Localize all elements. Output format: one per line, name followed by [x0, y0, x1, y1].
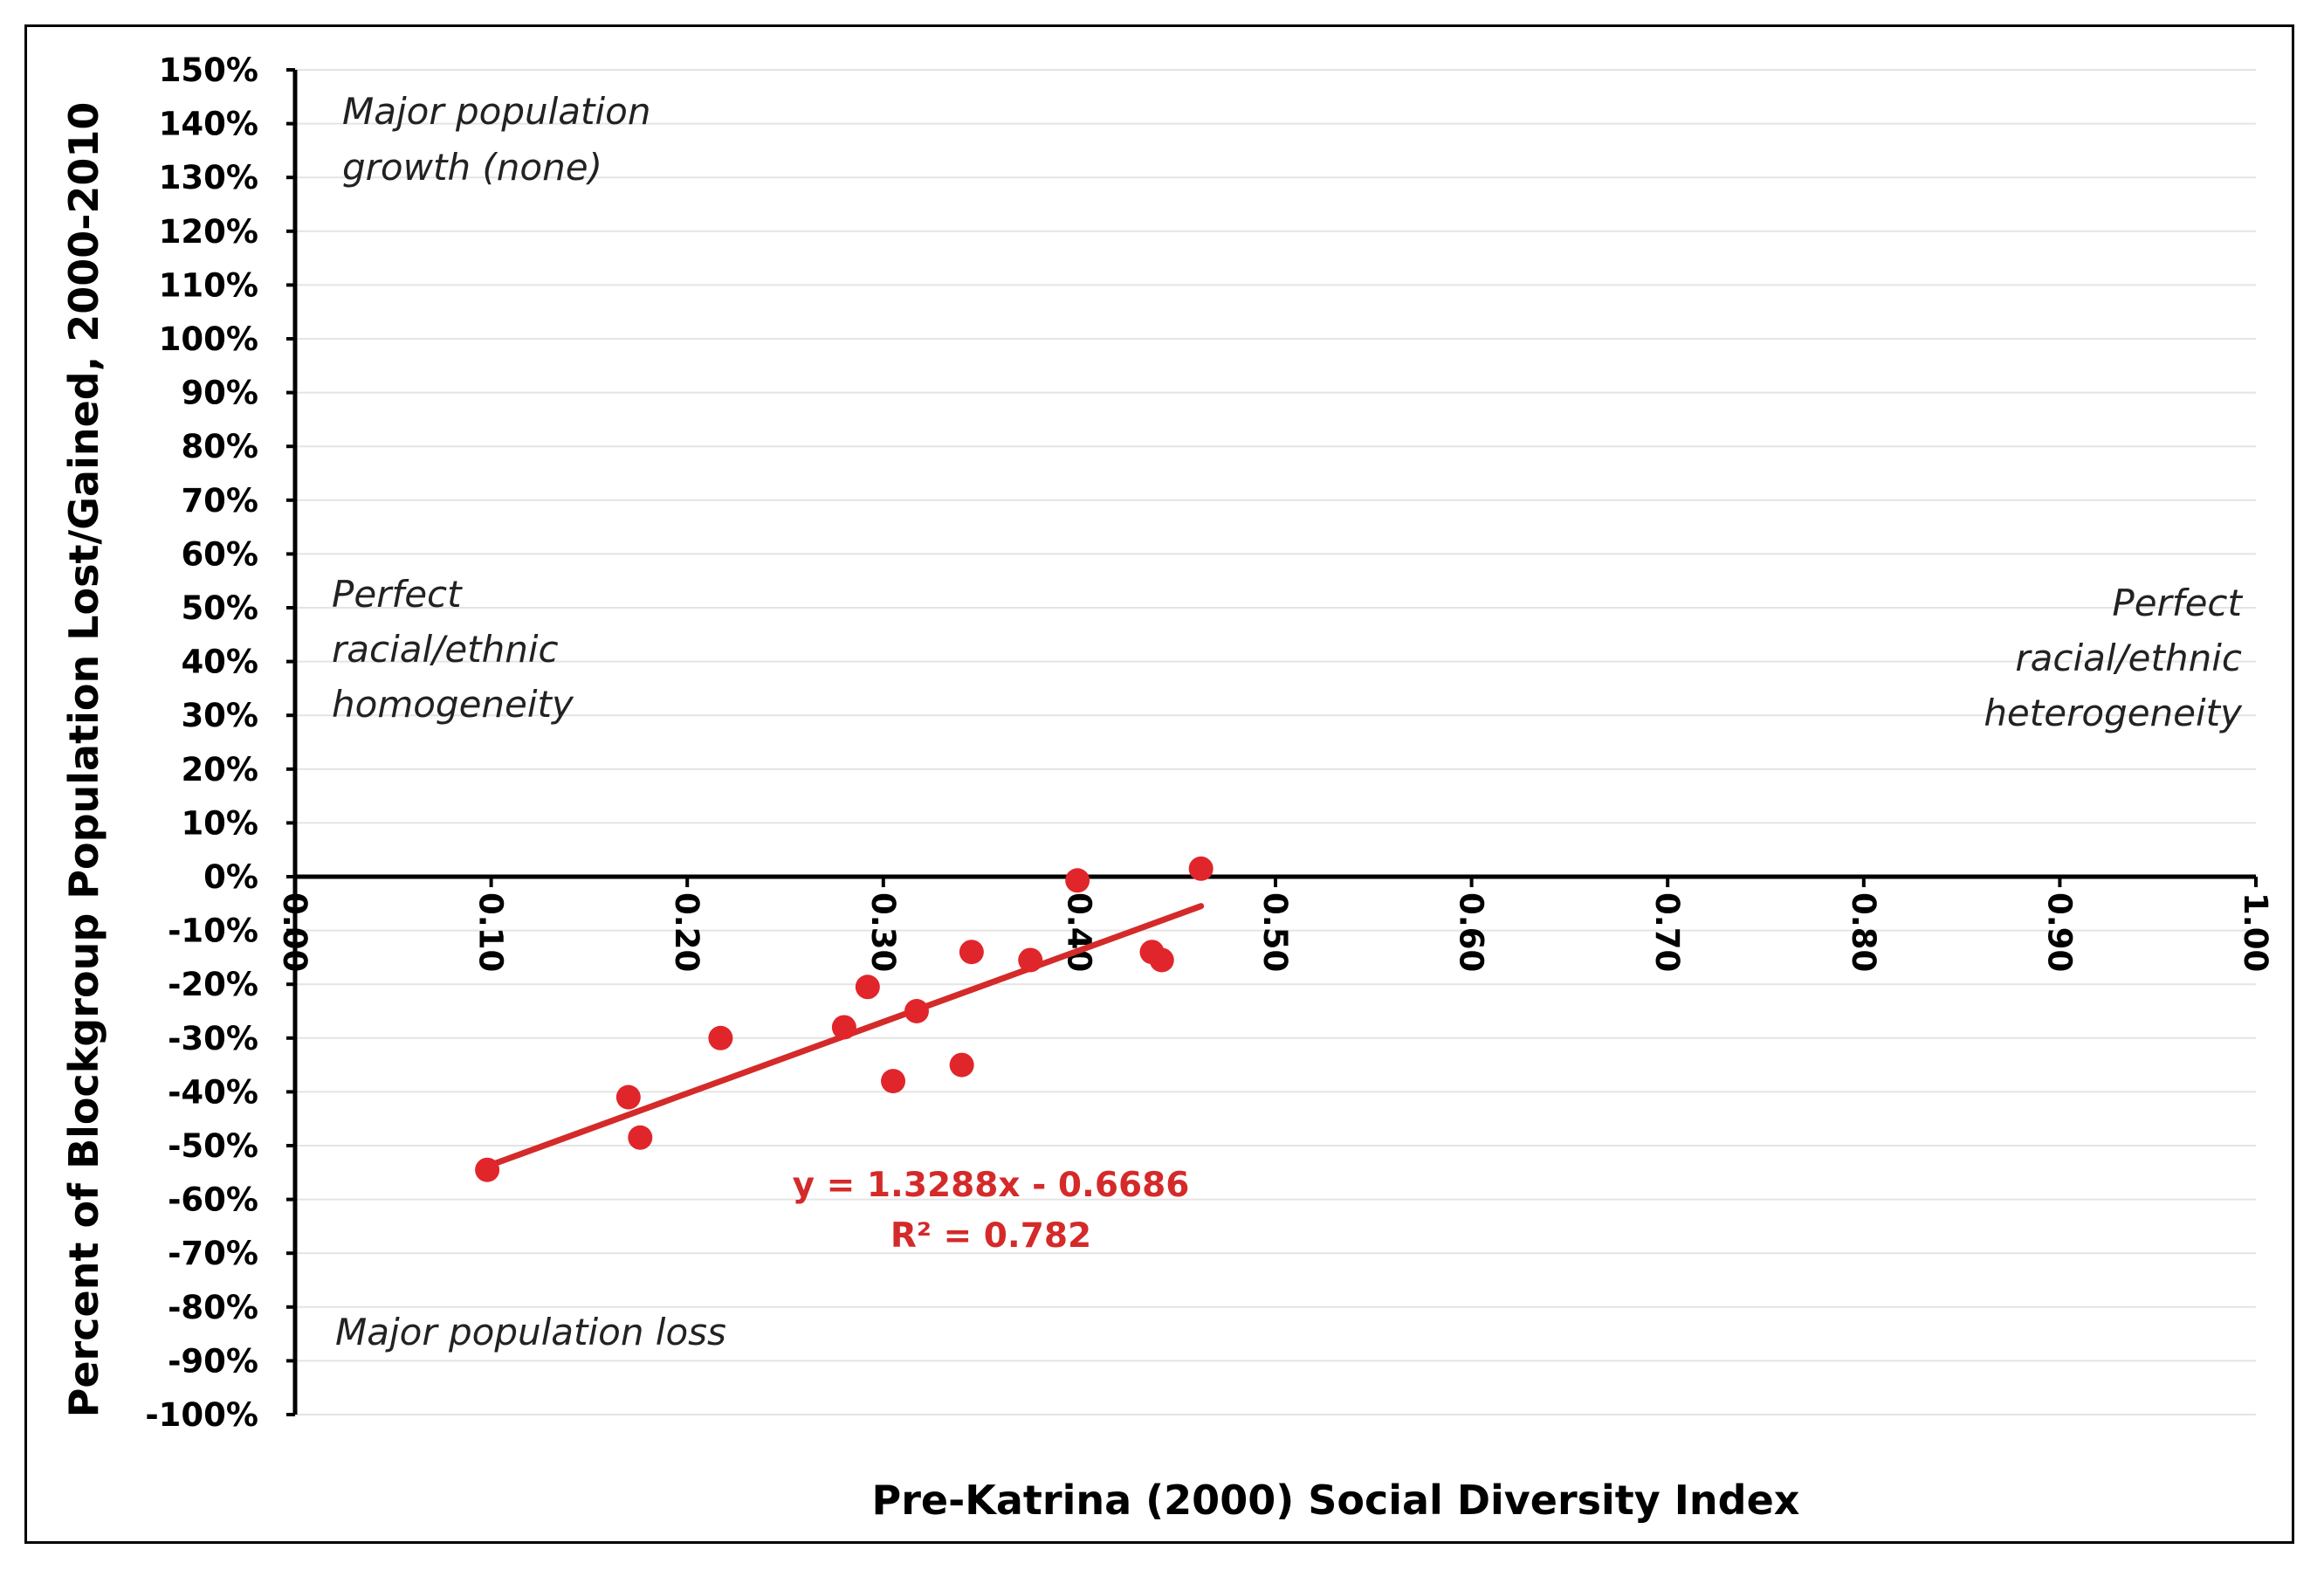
y-tick-label: -50%: [168, 1127, 258, 1165]
x-tick-label: 0.00: [276, 892, 313, 972]
y-tick-label: 60%: [181, 535, 258, 573]
y-tick-label: 130%: [159, 159, 258, 196]
annotation-homogeneity-line1: Perfect: [332, 573, 463, 616]
y-tick-label: 110%: [159, 266, 258, 304]
data-point: [1065, 868, 1090, 893]
gridlines: [295, 69, 2256, 1415]
y-tick-label: 90%: [181, 375, 258, 412]
y-tick-label: 100%: [159, 320, 258, 358]
data-point: [475, 1157, 500, 1182]
y-tick-label: -60%: [168, 1181, 258, 1219]
x-tick-label: 0.30: [864, 892, 902, 972]
annotation-homogeneity-line2: racial/ethnic: [332, 628, 559, 671]
y-tick-label: 80%: [181, 428, 258, 465]
y-tick-label: -100%: [145, 1396, 258, 1434]
y-tick-label: -40%: [168, 1073, 258, 1111]
x-tick-label: 0.60: [1453, 892, 1490, 972]
y-tick-label: 30%: [181, 697, 258, 734]
y-axis-title: Percent of Blockgroup Population Lost/Ga…: [60, 102, 107, 1418]
trendline-r-squared: R² = 0.782: [890, 1216, 1091, 1256]
y-tick-label: -80%: [168, 1289, 258, 1326]
y-tick-label: 140%: [159, 106, 258, 143]
data-point: [949, 1052, 974, 1078]
trendline-equation: y = 1.3288x - 0.6686: [793, 1166, 1190, 1205]
y-tick-label: 10%: [181, 804, 258, 842]
annotation-heterogeneity-line2: racial/ethnic: [2015, 637, 2242, 679]
annotation-growth-line2: growth (none): [342, 146, 602, 189]
data-point: [855, 974, 880, 1000]
y-tick-label: -20%: [168, 966, 258, 1003]
data-point: [628, 1125, 653, 1150]
x-tick-label: 1.00: [2237, 892, 2274, 972]
axes: [292, 70, 2256, 1415]
x-tick-label: 0.80: [1845, 892, 1882, 972]
y-tick-label: -10%: [168, 912, 258, 950]
figure-frame: [24, 24, 2294, 1544]
x-axis-title: Pre-Katrina (2000) Social Diversity Inde…: [872, 1477, 1800, 1524]
data-point: [615, 1085, 641, 1110]
data-point: [1149, 947, 1174, 973]
x-tick-label: 0.10: [472, 892, 510, 972]
y-tick-label: -70%: [168, 1235, 258, 1272]
y-tick-label: 70%: [181, 482, 258, 520]
data-point: [708, 1025, 733, 1050]
annotation-growth-line1: Major population: [342, 90, 650, 133]
x-tick-label: 0.20: [668, 892, 705, 972]
annotation-heterogeneity-line1: Perfect: [2112, 582, 2243, 624]
x-tick-label: 0.90: [2040, 892, 2078, 972]
x-tick-label: 0.70: [1648, 892, 1686, 972]
x-tick-label: 0.40: [1060, 892, 1097, 972]
annotation-homogeneity-line3: homogeneity: [332, 683, 574, 726]
data-point: [1188, 856, 1214, 881]
x-axis-ticks: 0.00 0.10 0.20 0.30 0.40 0.50 0.60 0.70 0.80 0.90…: [276, 877, 2274, 972]
y-tick-label: 0%: [203, 858, 258, 896]
data-points: [475, 856, 1214, 1182]
y-tick-label: 40%: [181, 644, 258, 681]
data-point: [881, 1069, 906, 1094]
y-tick-label: -30%: [168, 1020, 258, 1057]
annotation-population-loss: Major population loss: [335, 1311, 726, 1353]
y-tick-label: 150%: [159, 52, 258, 89]
y-axis-ticks: 150% 140% 130% 120% 110% 100% 90% 80% 70% 60% 50% 4…: [145, 52, 295, 1434]
data-point: [831, 1015, 856, 1040]
data-point: [904, 999, 929, 1023]
y-tick-label: 50%: [181, 589, 258, 627]
y-tick-label: 20%: [181, 751, 258, 788]
x-tick-label: 0.50: [1256, 892, 1294, 972]
annotation-heterogeneity-line3: heterogeneity: [1984, 692, 2243, 734]
data-point: [1018, 947, 1043, 973]
data-point: [959, 940, 984, 965]
y-tick-label: -90%: [168, 1342, 258, 1380]
y-tick-label: 120%: [159, 213, 258, 251]
